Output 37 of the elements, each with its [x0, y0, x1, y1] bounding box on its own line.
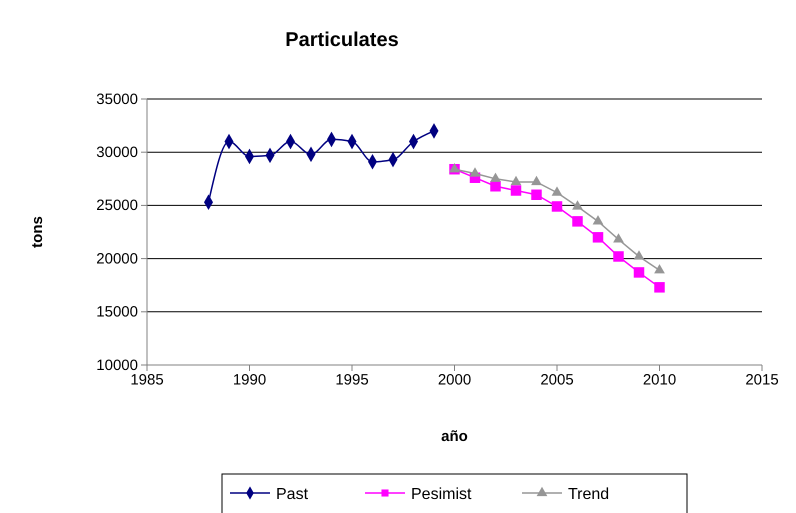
x-tick-label: 2015 — [745, 372, 779, 389]
point — [634, 250, 644, 260]
point — [572, 216, 583, 227]
y-axis-title: tons — [29, 216, 46, 248]
point — [531, 190, 542, 200]
x-tick-label: 2005 — [540, 372, 574, 389]
point — [552, 186, 562, 196]
x-tick-label: 1990 — [232, 372, 266, 389]
point — [552, 201, 562, 212]
point — [572, 200, 583, 210]
point — [510, 185, 522, 196]
point — [613, 251, 624, 262]
y-tick-label: 35000 — [96, 90, 138, 108]
y-tick-label: 20000 — [96, 250, 138, 268]
point — [634, 267, 644, 278]
x-tick-label: 1985 — [130, 372, 164, 389]
legend-label: Pesimist — [411, 486, 472, 503]
y-tick-label: 30000 — [96, 144, 138, 161]
x-tick-label: 2000 — [438, 372, 472, 389]
point — [490, 172, 501, 182]
y-tick-label: 15000 — [96, 304, 138, 321]
point — [654, 264, 665, 274]
y-tick-label: 10000 — [96, 356, 138, 374]
legend-label: Trend — [568, 486, 610, 503]
point — [592, 232, 604, 243]
point — [592, 215, 604, 224]
x-tick-label: 1995 — [335, 372, 369, 389]
point — [531, 176, 542, 186]
point — [510, 176, 522, 186]
point — [613, 233, 624, 243]
chart-title: Particulates — [285, 29, 399, 51]
y-tick-label: 25000 — [96, 197, 138, 214]
x-tick-label: 2010 — [642, 372, 676, 389]
legend-label: Past — [276, 486, 309, 503]
point — [470, 167, 480, 177]
x-axis-title: año — [441, 428, 468, 445]
point — [654, 282, 665, 293]
